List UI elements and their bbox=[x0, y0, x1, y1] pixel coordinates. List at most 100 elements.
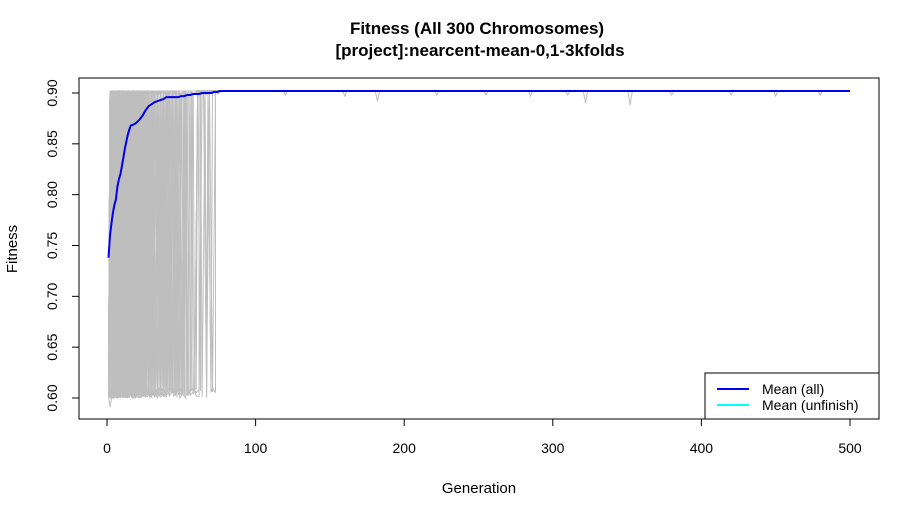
chromosome-line bbox=[108, 90, 850, 397]
series-line-0 bbox=[107, 90, 850, 258]
chromosome-line bbox=[108, 90, 850, 398]
chromosome-line bbox=[108, 90, 850, 397]
chromosome-line bbox=[108, 90, 850, 399]
chromosome-line bbox=[108, 90, 850, 399]
chromosome-line bbox=[108, 90, 850, 398]
chromosome-line bbox=[108, 90, 850, 399]
chromosome-line bbox=[108, 90, 850, 399]
chromosome-line bbox=[108, 90, 850, 399]
chromosome-line bbox=[108, 90, 850, 398]
chromosome-line bbox=[108, 90, 850, 397]
chromosome-line bbox=[108, 90, 850, 397]
chromosome-dip bbox=[773, 90, 779, 98]
chromosome-line bbox=[108, 89, 850, 397]
chromosome-line bbox=[108, 90, 850, 398]
chromosome-line bbox=[108, 90, 850, 398]
chromosome-line bbox=[108, 90, 850, 398]
x-tick-label: 200 bbox=[393, 440, 417, 456]
chromosome-line bbox=[108, 90, 850, 399]
chromosome-dip bbox=[728, 90, 734, 97]
chromosome-line bbox=[108, 90, 850, 399]
chromosome-line bbox=[108, 90, 850, 397]
chromosome-line bbox=[108, 90, 850, 398]
chromosome-line bbox=[108, 90, 850, 397]
chromosome-line bbox=[108, 90, 850, 399]
chromosome-line bbox=[108, 90, 850, 397]
chromosome-line bbox=[108, 90, 850, 399]
y-tick-label: 0.65 bbox=[44, 333, 60, 360]
chromosome-line bbox=[108, 90, 850, 400]
chromosome-line bbox=[108, 90, 850, 397]
chromosome-line bbox=[108, 90, 850, 397]
chromosome-line bbox=[108, 89, 850, 397]
chromosome-dip bbox=[564, 90, 571, 97]
y-tick-label: 0.70 bbox=[44, 282, 60, 309]
chromosome-line bbox=[108, 90, 850, 398]
chromosome-line bbox=[108, 90, 850, 398]
chromosome-line bbox=[108, 90, 850, 399]
chromosome-dip bbox=[282, 90, 288, 97]
y-axis-label: Fitness bbox=[4, 225, 21, 273]
chromosome-line bbox=[108, 90, 850, 397]
chart-subtitle: [project]:nearcent-mean-0,1-3kfolds bbox=[335, 41, 624, 60]
chromosome-line bbox=[108, 90, 850, 400]
chromosome-line bbox=[108, 90, 850, 397]
x-tick-label: 400 bbox=[690, 440, 714, 456]
chromosome-line bbox=[108, 90, 850, 399]
chromosome-dip bbox=[483, 90, 489, 97]
chromosome-line bbox=[108, 90, 850, 397]
chromosome-line bbox=[108, 89, 850, 398]
legend-label-mean-unfinish: Mean (unfinish) bbox=[762, 397, 859, 413]
chromosome-dip bbox=[342, 90, 348, 98]
chromosome-line bbox=[108, 90, 850, 397]
chromosome-line bbox=[108, 90, 850, 398]
chromosome-line bbox=[108, 89, 850, 399]
chromosome-line bbox=[108, 89, 850, 397]
legend-label-mean-all: Mean (all) bbox=[762, 381, 824, 397]
chromosome-line bbox=[108, 90, 850, 398]
chromosome-line bbox=[108, 90, 850, 397]
x-axis: 0 100 200 300 400 500 bbox=[103, 418, 862, 456]
chromosome-line bbox=[108, 90, 850, 398]
series-lines bbox=[107, 90, 850, 258]
y-tick-label: 0.85 bbox=[44, 130, 60, 157]
chromosome-line bbox=[108, 90, 850, 400]
chromosome-line bbox=[108, 90, 850, 398]
chromosome-line bbox=[108, 90, 850, 397]
chromosome-line bbox=[108, 90, 850, 398]
chromosome-line bbox=[108, 90, 850, 400]
chromosome-line bbox=[108, 90, 850, 397]
chromosome-lines bbox=[108, 89, 850, 408]
y-tick-label: 0.90 bbox=[44, 79, 60, 106]
chart-title: Fitness (All 300 Chromosomes) bbox=[350, 19, 604, 38]
chromosome-dip bbox=[817, 90, 823, 97]
chromosome-line bbox=[108, 90, 850, 397]
chromosome-line bbox=[108, 89, 850, 398]
chromosome-line bbox=[108, 90, 850, 399]
chromosome-line bbox=[108, 89, 850, 399]
x-tick-label: 500 bbox=[838, 440, 862, 456]
chromosome-line bbox=[108, 90, 850, 398]
y-tick-label: 0.80 bbox=[44, 181, 60, 208]
chromosome-dip bbox=[108, 395, 112, 408]
chromosome-line bbox=[108, 90, 850, 399]
chromosome-line bbox=[108, 89, 850, 399]
chromosome-line bbox=[108, 90, 850, 397]
chromosome-line bbox=[108, 90, 850, 400]
chromosome-line bbox=[108, 90, 850, 399]
chromosome-line bbox=[108, 90, 850, 398]
chromosome-line bbox=[108, 90, 850, 397]
chromosome-line bbox=[108, 89, 850, 397]
chromosome-line bbox=[108, 90, 850, 400]
chromosome-line bbox=[108, 89, 850, 398]
x-axis-label: Generation bbox=[442, 480, 516, 497]
chromosome-dip bbox=[374, 90, 381, 102]
chromosome-line bbox=[108, 90, 850, 398]
chromosome-line bbox=[108, 90, 850, 399]
chromosome-line bbox=[108, 90, 850, 398]
y-axis: 0.60 0.65 0.70 0.75 0.80 0.85 0.90 bbox=[44, 79, 80, 412]
chromosome-dip bbox=[527, 90, 534, 98]
chromosome-line bbox=[108, 90, 850, 400]
y-tick-label: 0.75 bbox=[44, 232, 60, 259]
